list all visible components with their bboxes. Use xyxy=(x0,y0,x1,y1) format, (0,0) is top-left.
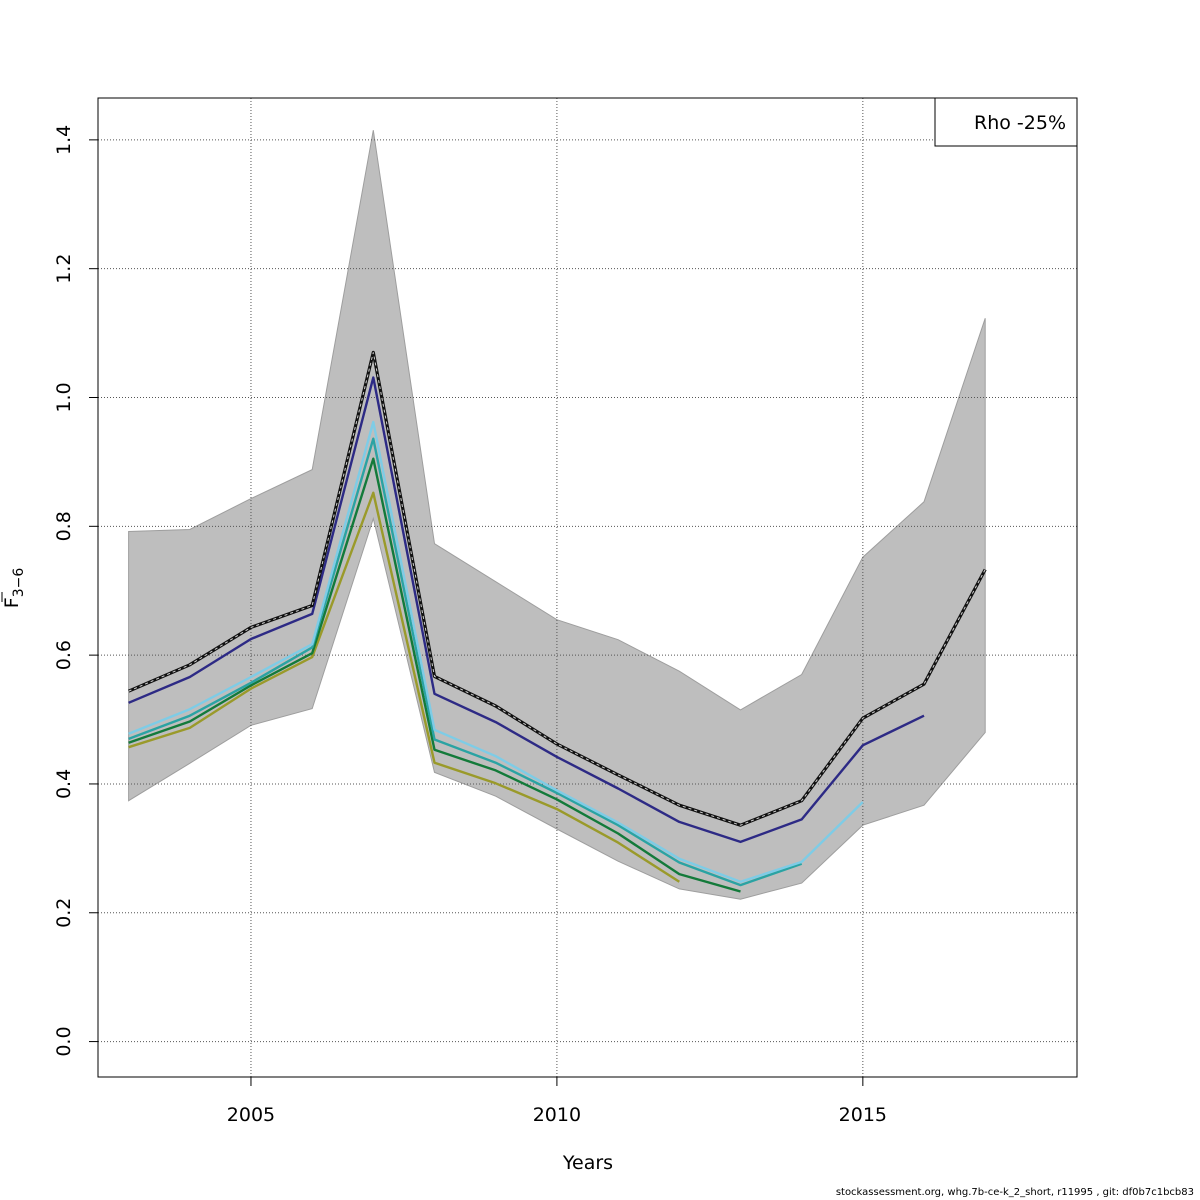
x-tick-label-2: 2015 xyxy=(839,1104,887,1126)
legend-text: Rho -25% xyxy=(974,112,1066,134)
series-line-0 xyxy=(128,491,680,883)
plot-frame xyxy=(97,97,1078,1078)
y-axis-label: F3−6 xyxy=(1,568,27,609)
x-tick-label-0: 2005 xyxy=(227,1104,275,1126)
legend: Rho -25% xyxy=(934,97,1078,147)
y-tick-label-1: 0.2 xyxy=(53,898,75,928)
svg-text:F3−6: F3−6 xyxy=(1,568,27,609)
series-line-3 xyxy=(128,420,864,883)
confidence-band xyxy=(128,130,986,900)
y-tick-label-7: 1.4 xyxy=(53,125,75,155)
series-line-4 xyxy=(128,376,925,844)
series-line-2 xyxy=(128,437,803,887)
x-tick-label-1: 2010 xyxy=(533,1104,581,1126)
footer-note: stockassessment.org, whg.7b-ce-k_2_short… xyxy=(835,1187,1194,1198)
y-tick-label-4: 0.8 xyxy=(53,511,75,541)
series-line-1 xyxy=(128,457,741,893)
y-tick-label-5: 1.0 xyxy=(53,382,75,412)
legend-box xyxy=(934,97,1078,147)
y-tick-label-2: 0.4 xyxy=(53,769,75,799)
y-axis-label-sub: 3−6 xyxy=(11,568,27,598)
series-line-5-base xyxy=(127,350,987,827)
y-axis-label-main: F xyxy=(1,597,23,608)
x-axis-label: Years xyxy=(562,1152,613,1174)
y-tick-label-0: 0.0 xyxy=(53,1026,75,1056)
y-tick-label-3: 0.6 xyxy=(53,640,75,670)
y-tick-label-6: 1.2 xyxy=(53,254,75,284)
